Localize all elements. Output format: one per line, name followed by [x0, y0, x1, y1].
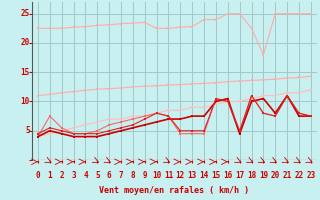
Text: 9: 9	[142, 171, 147, 180]
Text: 13: 13	[188, 171, 197, 180]
Text: 20: 20	[271, 171, 280, 180]
Text: 19: 19	[259, 171, 268, 180]
Text: 22: 22	[294, 171, 304, 180]
Text: 15: 15	[20, 68, 30, 77]
Text: 15: 15	[211, 171, 220, 180]
Text: 8: 8	[131, 171, 135, 180]
Text: 7: 7	[119, 171, 123, 180]
Text: 20: 20	[20, 38, 30, 47]
Text: 17: 17	[235, 171, 244, 180]
Text: Vent moyen/en rafales ( km/h ): Vent moyen/en rafales ( km/h )	[100, 186, 249, 195]
Text: 5: 5	[95, 171, 100, 180]
Text: 11: 11	[164, 171, 173, 180]
Text: 5: 5	[25, 126, 30, 135]
Text: 21: 21	[283, 171, 292, 180]
Text: 16: 16	[223, 171, 232, 180]
Text: 23: 23	[306, 171, 316, 180]
Text: 3: 3	[71, 171, 76, 180]
Text: 0: 0	[36, 171, 40, 180]
Text: 2: 2	[59, 171, 64, 180]
Text: 14: 14	[199, 171, 209, 180]
Text: 18: 18	[247, 171, 256, 180]
Text: 6: 6	[107, 171, 111, 180]
Text: 10: 10	[152, 171, 161, 180]
Text: 4: 4	[83, 171, 88, 180]
Text: 10: 10	[20, 97, 30, 106]
Text: 1: 1	[47, 171, 52, 180]
Text: 25: 25	[20, 9, 30, 18]
Text: 12: 12	[176, 171, 185, 180]
